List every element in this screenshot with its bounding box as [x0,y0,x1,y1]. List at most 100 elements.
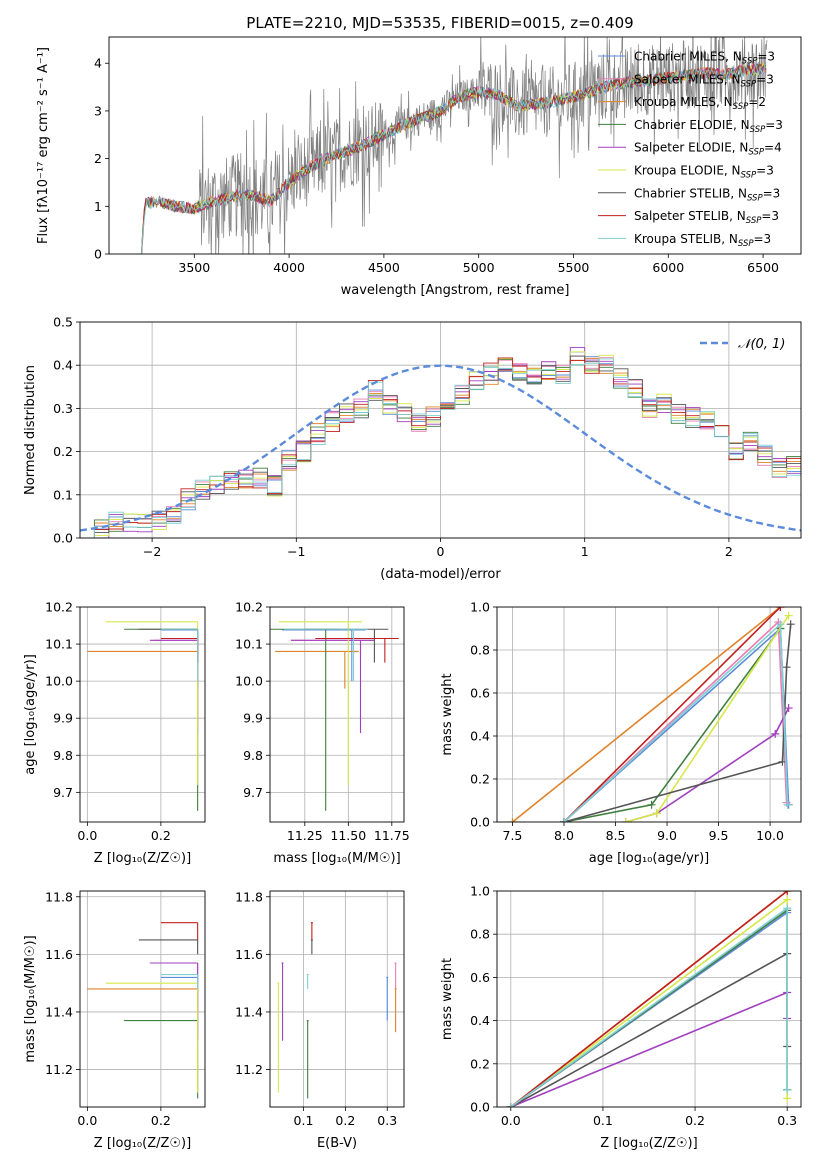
gaussian-legend-label: 𝒩(0, 1) [738,337,785,352]
y-tick-label: 11.2 [235,1062,263,1077]
y-tick-label: 11.6 [235,947,263,962]
weight-vs-Z-panel: 0.0 0.1 0.2 0.3 0.0 0.2 0.4 0.6 0.8 1.0 Z [log₁₀(Z… [440,884,802,1151]
mass-vs-Z-panel: 0.0 0.2 11.2 11.4 11.6 11.8 Z [log₁₀(Z/Z☉)] mas… [23,889,206,1151]
mass-weight-point [786,620,795,629]
mass-vs-EBV-panel: 0.1 0.2 0.3 11.2 11.4 11.6 11.8 E(B-V) [235,889,405,1151]
y-tick-label: 0.4 [53,358,73,373]
y-tick-label: 3 [94,103,102,118]
mass-weight-point [783,1094,792,1103]
y-tick-label: 0.3 [53,401,73,416]
legend-entry: Chabrier STELIB, NSSP=3 [634,186,780,203]
mass-weight-point [506,1103,515,1107]
y-axis-label: age [log₁₀(age/yr)] [23,654,38,775]
x-tick-label: 1 [581,544,589,559]
mass-weight-point [782,798,791,807]
mass-weight-point [771,729,780,738]
y-axis-label: Normed distribution [23,365,38,495]
residual-histogram-kroupa-miles [80,357,801,538]
y-tick-label: 0.8 [470,643,490,658]
mass-weight-point [776,620,785,629]
legend-entry: Chabrier MILES, NSSP=3 [634,50,775,67]
y-tick-label: 9.8 [243,748,263,763]
x-axis-label: (data-model)/error [380,567,501,582]
mass-weight-point [559,818,568,822]
x-tick-label: 0.1 [294,1113,314,1128]
legend-entry: Salpeter STELIB, NSSP=3 [634,209,779,226]
spectrum-plot-area [140,37,768,254]
mass-weight-point [783,1085,792,1094]
y-tick-label: 11.4 [235,1004,263,1019]
y-tick-label: 0.2 [470,1056,490,1071]
spectrum-legend: Chabrier MILES, NSSP=3 Salpeter MILES, NS… [598,50,783,249]
x-tick-label: 4000 [273,260,305,275]
age-vs-mass-frame [269,606,405,823]
mass-weight-point [784,704,793,713]
y-tick-label: 10.0 [45,674,73,689]
y-tick-label: 10.0 [235,674,263,689]
residuals-frame [79,321,802,539]
x-tick-label: 5000 [463,260,495,275]
mass-weight-point [783,895,792,904]
residual-histogram-salpeter-miles [80,355,801,538]
y-tick-label: 1.0 [470,600,490,615]
residual-histogram-salpeter-stelib [80,357,801,538]
mass-weight-point [776,607,785,611]
x-tick-label: 3500 [178,260,210,275]
age-vs-mass-plot-area [270,607,404,822]
y-tick-label: 0.5 [53,315,73,330]
mass-weight-point [621,818,630,822]
x-tick-label: 0.2 [685,1113,705,1128]
y-tick-label: 9.7 [53,785,73,800]
x-axis-label: E(B-V) [317,1136,357,1151]
y-axis-label: mass weight [440,673,455,755]
mass-vs-Z-frame [79,890,206,1108]
x-axis-label: mass [log₁₀(M/M☉)] [273,851,400,866]
y-tick-label: 0.2 [53,444,73,459]
x-tick-label: 0.0 [77,828,97,843]
legend-entry: Salpeter MILES, NSSP=3 [634,72,774,89]
figure-title: PLATE=2210, MJD=53535, FIBERID=0015, z=0… [246,14,633,32]
mass-vs-EBV-frame [269,890,405,1108]
y-tick-label: 11.8 [45,889,73,904]
gaussian-curve [80,364,801,532]
mass-weight-point [783,904,792,913]
x-tick-label: 8.5 [606,828,626,843]
mass-vs-EBV-plot-area [270,891,404,1107]
x-tick-label: 8.0 [554,828,574,843]
y-tick-label: 9.8 [53,748,73,763]
mass-weight-line-chabrier-stelib [510,952,789,1107]
y-tick-label: 10.2 [235,600,263,615]
mass-weight-point [782,663,791,672]
y-tick-label: 0.8 [470,927,490,942]
x-axis-label: Z [log₁₀(Z/Z☉)] [94,1136,191,1151]
x-tick-label: −2 [143,544,161,559]
x-tick-label: 9.5 [709,828,729,843]
y-axis-label: Flux [fλ10⁻¹⁷ erg cm⁻² s⁻¹ A⁻¹] [36,47,51,244]
residuals-plot-area [80,322,801,538]
y-tick-label: 2 [94,151,102,166]
y-tick-label: 11.4 [45,1004,73,1019]
weight-vs-Z-frame [496,890,802,1108]
residuals-panel: −2 −1 0 1 2 0.0 0.1 0.2 0.3 0.4 0.5 (data-model)/er… [23,315,802,582]
y-tick-label: 0.4 [470,1013,490,1028]
mass-weight-line-salpeter-stelib [510,891,788,1107]
x-tick-label: 11.25 [287,828,323,843]
x-tick-label: 4500 [368,260,400,275]
residual-histogram-chabrier-elodie [80,359,801,538]
y-tick-label: 4 [94,56,102,71]
y-tick-label: 11.2 [45,1062,73,1077]
x-tick-label: 0 [437,544,445,559]
age-vs-Z-panel: 0.0 0.2 9.7 9.8 9.9 10.0 10.1 10.2 Z [log₁₀(Z/Z☉… [23,600,206,866]
residual-histogram-salpeter-elodie [80,347,801,538]
spectrum-frame [108,36,802,255]
age-vs-Z-plot-area [80,607,205,822]
y-tick-label: 1.0 [470,884,490,899]
x-axis-label: Z [log₁₀(Z/Z☉)] [600,1136,697,1151]
y-tick-label: 9.7 [243,785,263,800]
y-tick-label: 9.9 [243,711,263,726]
x-tick-label: 5500 [558,260,590,275]
y-tick-label: 0.4 [470,729,490,744]
x-axis-label: age [log₁₀(age/yr)] [589,851,710,866]
x-tick-label: 11.75 [374,828,410,843]
